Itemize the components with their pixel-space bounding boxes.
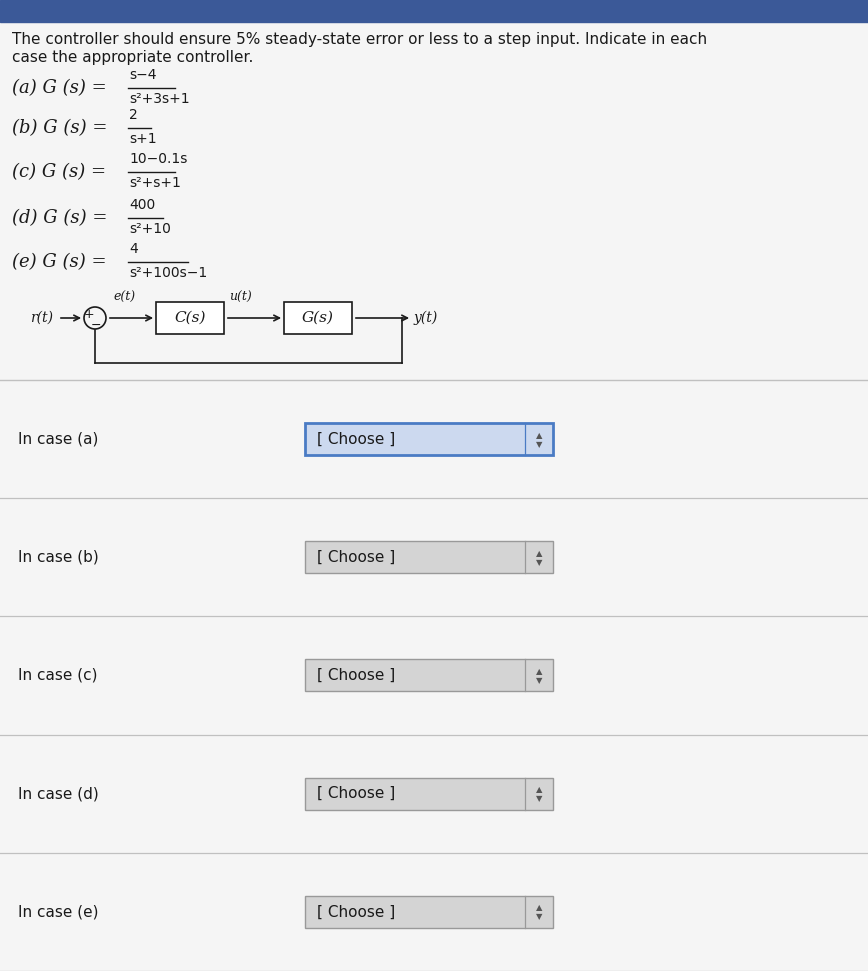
Text: (e) G (s) =: (e) G (s) =: [12, 253, 112, 271]
Text: 400: 400: [129, 198, 155, 212]
Text: [ Choose ]: [ Choose ]: [317, 550, 395, 565]
Text: In case (a): In case (a): [18, 431, 98, 447]
FancyBboxPatch shape: [305, 778, 553, 810]
Text: e(t): e(t): [113, 291, 135, 304]
Text: ▲: ▲: [536, 667, 542, 676]
Text: [ Choose ]: [ Choose ]: [317, 431, 395, 447]
Text: (a) G (s) =: (a) G (s) =: [12, 79, 113, 97]
Text: s²+10: s²+10: [129, 222, 171, 236]
FancyBboxPatch shape: [305, 541, 553, 573]
Bar: [0, 853, 868, 971]
FancyBboxPatch shape: [305, 423, 553, 455]
Text: u(t): u(t): [229, 291, 252, 304]
Bar: [0, 498, 868, 617]
Text: ▲: ▲: [536, 786, 542, 794]
Text: (d) G (s) =: (d) G (s) =: [12, 209, 113, 227]
Text: [ Choose ]: [ Choose ]: [317, 668, 395, 683]
Text: G(s): G(s): [302, 311, 334, 325]
Bar: [0, 0, 868, 22]
Text: [ Choose ]: [ Choose ]: [317, 787, 395, 801]
Text: 4: 4: [129, 242, 138, 256]
Text: In case (e): In case (e): [18, 904, 98, 920]
Text: [ Choose ]: [ Choose ]: [317, 904, 395, 920]
Text: 2: 2: [129, 108, 138, 122]
Text: +: +: [83, 308, 95, 320]
Text: s²+100s−1: s²+100s−1: [129, 266, 207, 280]
Text: ▼: ▼: [536, 676, 542, 685]
Bar: [0, 617, 868, 735]
Text: s²+s+1: s²+s+1: [129, 176, 181, 190]
FancyBboxPatch shape: [284, 302, 352, 334]
Text: ▼: ▼: [536, 794, 542, 803]
Bar: [0, 380, 868, 498]
Text: ▼: ▼: [536, 557, 542, 567]
Text: r(t): r(t): [30, 311, 53, 325]
Text: y(t): y(t): [414, 311, 438, 325]
Text: s²+3s+1: s²+3s+1: [129, 92, 189, 106]
Text: ▲: ▲: [536, 903, 542, 913]
FancyBboxPatch shape: [156, 302, 224, 334]
Text: 10−0.1s: 10−0.1s: [129, 152, 187, 166]
FancyBboxPatch shape: [305, 659, 553, 691]
Text: s+1: s+1: [129, 132, 156, 146]
Text: (b) G (s) =: (b) G (s) =: [12, 119, 113, 137]
Text: −: −: [91, 318, 102, 331]
FancyBboxPatch shape: [305, 896, 553, 928]
Text: ▲: ▲: [536, 549, 542, 557]
Text: ▼: ▼: [536, 913, 542, 921]
Bar: [0, 735, 868, 853]
Text: s−4: s−4: [129, 68, 156, 82]
Text: In case (c): In case (c): [18, 668, 97, 683]
Text: ▲: ▲: [536, 430, 542, 440]
Text: (c) G (s) =: (c) G (s) =: [12, 163, 112, 181]
Text: The controller should ensure 5% steady-state error or less to a step input. Indi: The controller should ensure 5% steady-s…: [12, 32, 707, 47]
Text: ▼: ▼: [536, 440, 542, 449]
Text: In case (d): In case (d): [18, 787, 99, 801]
Text: C(s): C(s): [174, 311, 206, 325]
Text: In case (b): In case (b): [18, 550, 99, 565]
Text: case the appropriate controller.: case the appropriate controller.: [12, 50, 253, 65]
